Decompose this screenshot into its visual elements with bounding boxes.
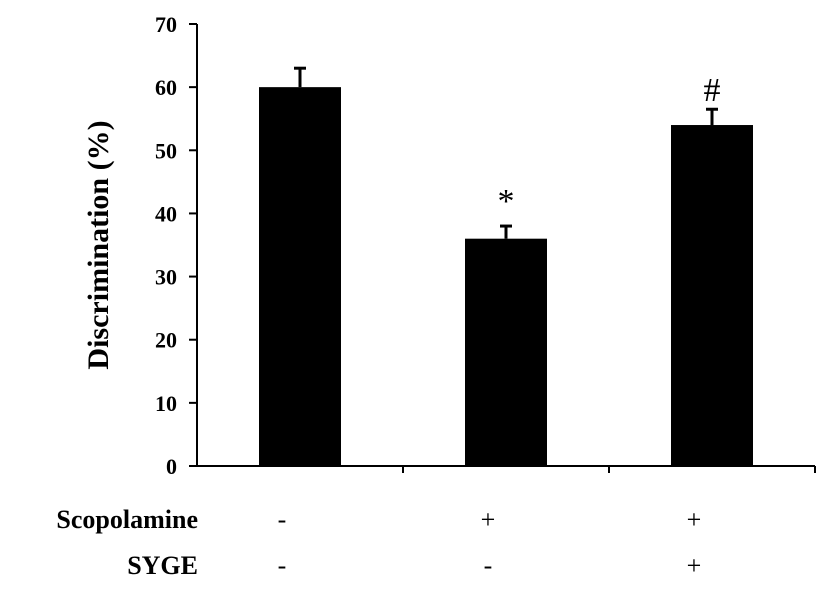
bar (259, 87, 341, 467)
y-tick-label: 20 (155, 328, 177, 353)
scopolamine-row-label: Scopolamine (56, 505, 198, 534)
y-tick-label: 30 (155, 265, 177, 290)
condition-marker: + (687, 505, 702, 534)
condition-marker: - (278, 505, 287, 534)
condition-marker: + (481, 505, 496, 534)
y-tick-label: 40 (155, 201, 177, 226)
y-tick-label: 50 (155, 138, 177, 163)
bar (465, 238, 547, 466)
condition-marker: + (687, 551, 702, 580)
y-axis-title: Discrimination (%) (82, 120, 115, 369)
y-tick-label: 10 (155, 391, 177, 416)
condition-marker: - (278, 551, 287, 580)
y-tick-label: 70 (155, 12, 177, 37)
y-tick-label: 0 (166, 454, 177, 479)
condition-marker: - (484, 551, 493, 580)
y-tick-label: 60 (155, 75, 177, 100)
syge-row-label: SYGE (127, 551, 198, 580)
bar (671, 125, 753, 467)
significance-marker: * (498, 183, 515, 220)
significance-marker: # (704, 72, 721, 109)
